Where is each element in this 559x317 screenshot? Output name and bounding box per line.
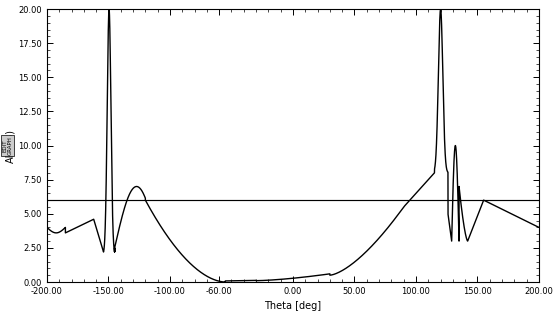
X-axis label: Theta [deg]: Theta [deg]	[264, 301, 321, 311]
Text: EDIT
GRAPH: EDIT GRAPH	[2, 136, 13, 155]
Y-axis label: AR(dB): AR(dB)	[6, 128, 16, 163]
